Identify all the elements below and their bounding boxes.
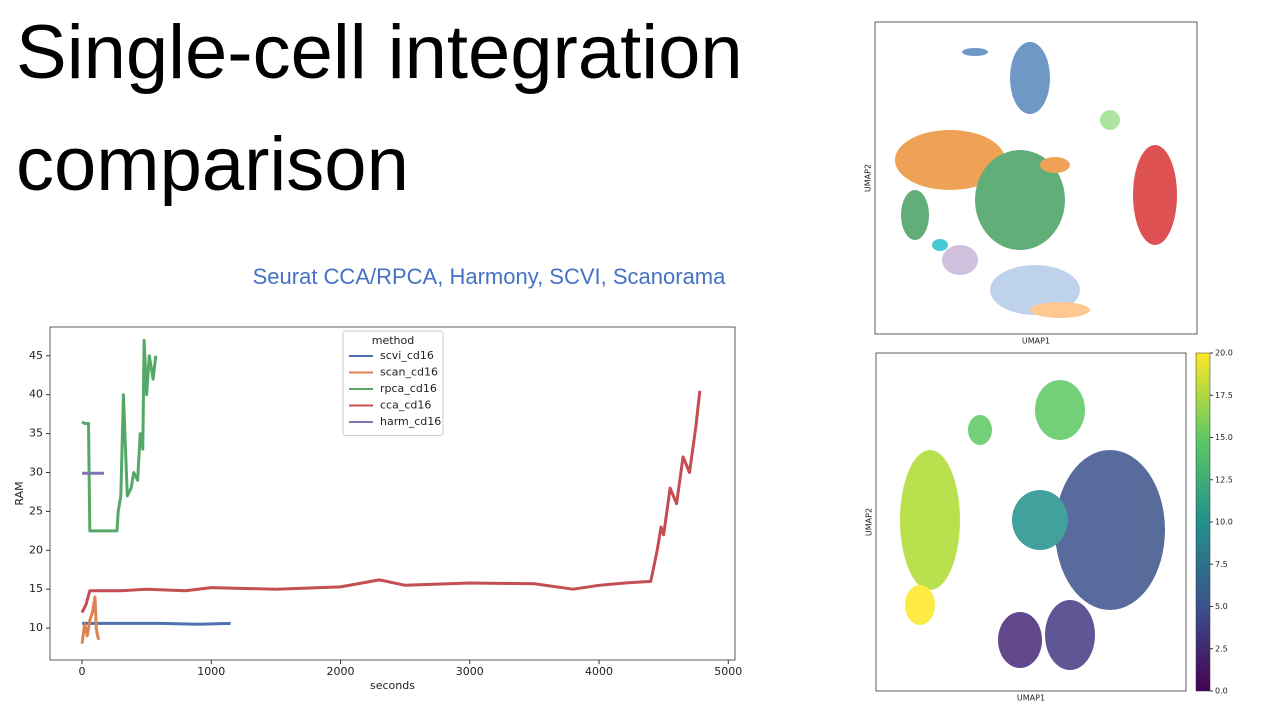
y-tick-label: 15 [29, 582, 43, 595]
colorbar-tick-label: 17.5 [1215, 391, 1233, 400]
legend-title: method [372, 334, 414, 347]
colorbar-tick-label: 5.0 [1215, 602, 1228, 611]
colorbar-tick-label: 10.0 [1215, 518, 1233, 527]
legend-label: rpca_cd16 [380, 382, 437, 395]
legend-label: harm_cd16 [380, 415, 441, 428]
x-tick-label: 0 [79, 665, 86, 678]
y-tick-label: 30 [29, 465, 43, 478]
line-series [81, 338, 158, 533]
x-tick-label: 3000 [456, 665, 484, 678]
y-tick-label: 10 [29, 621, 43, 634]
y-axis-label: UMAP2 [864, 164, 873, 192]
x-tick-label: 4000 [585, 665, 613, 678]
colorbar-tick-label: 7.5 [1215, 560, 1228, 569]
x-axis-label: UMAP1 [1022, 337, 1050, 346]
x-axis-label: UMAP1 [1017, 694, 1045, 703]
x-axis-label: seconds [370, 679, 415, 692]
legend-label: scan_cd16 [380, 366, 438, 379]
legend-label: cca_cd16 [380, 399, 431, 412]
legend-box [342, 330, 444, 436]
colorbar-tick-label: 2.5 [1215, 644, 1228, 653]
x-tick-label: 1000 [197, 665, 225, 678]
colorbar-tick-label: 20.0 [1215, 349, 1233, 358]
y-tick-label: 20 [29, 543, 43, 556]
colorbar-tick-label: 15.0 [1215, 433, 1233, 442]
title: Single-cell integration [16, 10, 743, 95]
y-axis-label: UMAP2 [865, 508, 874, 536]
y-tick-label: 25 [29, 504, 43, 517]
title: comparison [16, 122, 409, 207]
x-tick-label: 5000 [714, 665, 742, 678]
umap-panel [874, 21, 1198, 335]
subtitle: Seurat CCA/RPCA, Harmony, SCVI, Scanoram… [253, 264, 727, 289]
y-tick-label: 35 [29, 427, 43, 440]
x-tick-label: 2000 [327, 665, 355, 678]
line-series [80, 595, 101, 644]
plot-frame [49, 326, 736, 661]
colorbar-tick-label: 12.5 [1215, 475, 1233, 484]
y-tick-label: 45 [29, 349, 43, 362]
line-series [80, 390, 702, 614]
line-series [82, 621, 231, 626]
umap-panel [875, 352, 1211, 692]
y-tick-label: 40 [29, 388, 43, 401]
colorbar-tick-label: 0.0 [1215, 687, 1228, 696]
legend-label: scvi_cd16 [380, 349, 434, 362]
y-axis-label: RAM [13, 481, 26, 505]
